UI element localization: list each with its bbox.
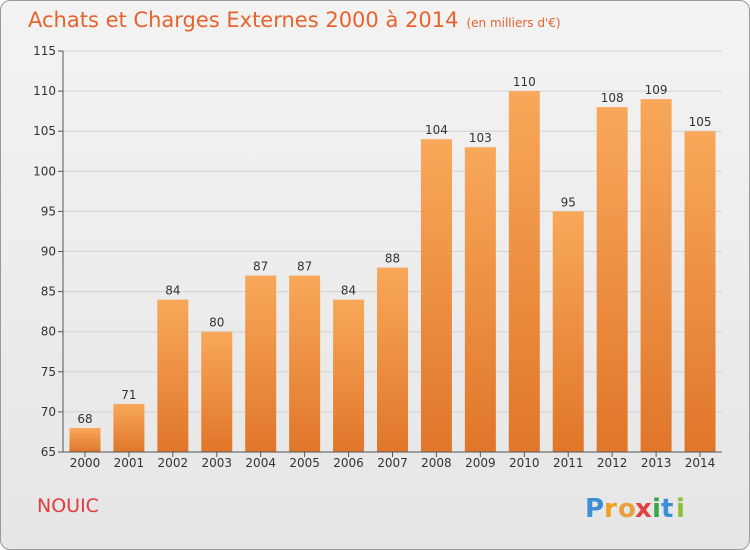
svg-text:i: i bbox=[676, 494, 685, 523]
bar-2013 bbox=[640, 99, 672, 453]
location-label: NOUIC bbox=[37, 495, 99, 517]
bar-2007 bbox=[377, 267, 408, 452]
y-tick-label: 100 bbox=[33, 164, 56, 178]
x-tick-label: 2012 bbox=[597, 456, 628, 470]
bar-value-label: 84 bbox=[165, 284, 180, 298]
bar-2003 bbox=[201, 331, 233, 452]
bar-chart: 68 71 84 80 87 87 84 88 104 103 110 95 108 109 105 65 7… bbox=[33, 44, 722, 470]
bar-value-label: 68 bbox=[77, 412, 92, 426]
chart-title: Achats et Charges Externes 2000 à 2014 (e… bbox=[28, 8, 561, 32]
x-tick-label: 2011 bbox=[553, 456, 584, 470]
bar-value-label: 103 bbox=[469, 131, 492, 145]
x-tick-label: 2009 bbox=[465, 456, 496, 470]
bar-2004 bbox=[245, 275, 277, 452]
y-tick-label: 90 bbox=[41, 245, 56, 259]
bar-2010 bbox=[508, 91, 540, 452]
bars: 68 71 84 80 87 87 84 88 104 103 110 95 108 109 105 bbox=[69, 75, 716, 453]
chart-subtitle: (en milliers d'€) bbox=[466, 16, 561, 30]
bar-2012 bbox=[596, 107, 628, 452]
y-tick-label: 85 bbox=[41, 285, 56, 299]
bar-value-label: 110 bbox=[513, 75, 536, 89]
y-tick-label: 115 bbox=[33, 44, 56, 58]
y-tick-label: 110 bbox=[33, 84, 56, 98]
x-tick-label: 2003 bbox=[201, 456, 232, 470]
x-tick-label: 2001 bbox=[114, 456, 145, 470]
bar-value-label: 105 bbox=[689, 115, 712, 129]
svg-text:t: t bbox=[661, 494, 673, 523]
bar-2014 bbox=[684, 131, 716, 452]
svg-text:r: r bbox=[604, 494, 617, 523]
bar-value-label: 87 bbox=[253, 260, 268, 274]
x-tick-label: 2008 bbox=[421, 456, 452, 470]
bar-value-label: 80 bbox=[209, 316, 224, 330]
bar-2009 bbox=[464, 147, 496, 453]
x-tick-label: 2002 bbox=[158, 456, 189, 470]
bar-value-label: 87 bbox=[297, 260, 312, 274]
proxiti-logo[interactable]: P r o x i t i bbox=[583, 491, 693, 524]
bar-2002 bbox=[157, 299, 189, 452]
x-tick-label: 2013 bbox=[641, 456, 672, 470]
x-tick-label: 2005 bbox=[289, 456, 320, 470]
chart-title-text: Achats et Charges Externes 2000 à 2014 bbox=[28, 8, 459, 32]
bar-value-label: 108 bbox=[601, 91, 624, 105]
x-tick-label: 2007 bbox=[377, 456, 408, 470]
svg-text:o: o bbox=[618, 494, 636, 523]
x-tick-label: 2004 bbox=[245, 456, 276, 470]
bar-value-label: 71 bbox=[121, 388, 136, 402]
bar-value-label: 104 bbox=[425, 123, 448, 137]
axes: 65 70 75 80 85 90 95 100 105 110 115 2000 2001 2002 20… bbox=[33, 44, 722, 470]
bar-2000 bbox=[69, 427, 101, 452]
y-tick-label: 105 bbox=[33, 124, 56, 138]
bar-value-label: 84 bbox=[341, 284, 356, 298]
bar-2006 bbox=[333, 299, 365, 452]
bar-2005 bbox=[289, 275, 321, 452]
y-tick-label: 70 bbox=[41, 405, 56, 419]
bar-2008 bbox=[420, 139, 452, 452]
bar-2001 bbox=[113, 403, 145, 452]
x-tick-label: 2000 bbox=[70, 456, 101, 470]
y-tick-label: 80 bbox=[41, 325, 56, 339]
bar-value-label: 95 bbox=[561, 195, 576, 209]
svg-text:P: P bbox=[585, 494, 604, 523]
svg-text:i: i bbox=[652, 494, 661, 523]
y-tick-label: 75 bbox=[41, 365, 56, 379]
bar-2011 bbox=[552, 211, 584, 452]
x-tick-label: 2006 bbox=[333, 456, 364, 470]
x-tick-label: 2014 bbox=[685, 456, 716, 470]
y-tick-label: 95 bbox=[41, 204, 56, 218]
bar-value-label: 88 bbox=[385, 252, 400, 266]
svg-text:x: x bbox=[635, 494, 652, 523]
x-tick-label: 2010 bbox=[509, 456, 540, 470]
y-tick-label: 65 bbox=[41, 445, 56, 459]
bar-value-label: 109 bbox=[645, 83, 668, 97]
